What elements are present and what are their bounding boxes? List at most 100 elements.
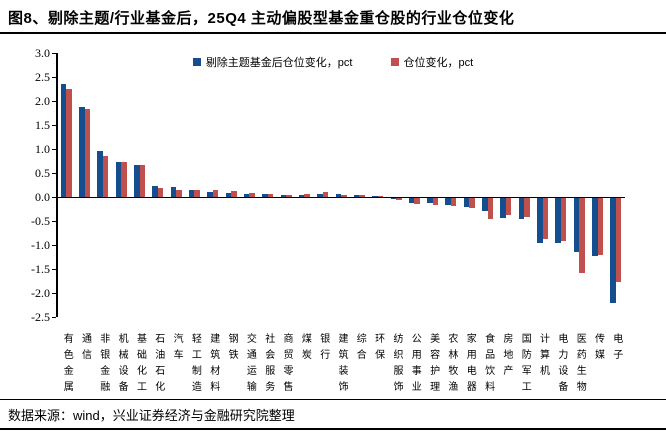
bar-blue xyxy=(79,106,85,197)
x-category-label: 综合 xyxy=(354,333,366,365)
footer-divider xyxy=(0,399,666,400)
bar-red xyxy=(615,198,622,282)
bar-red xyxy=(396,198,402,201)
y-tick-label: 0.0 xyxy=(35,190,50,204)
y-tick-mark xyxy=(52,317,56,318)
bar-red xyxy=(322,191,329,197)
bar-red xyxy=(414,198,420,205)
bar-red xyxy=(341,194,347,197)
bar-red xyxy=(505,198,512,215)
x-category-label: 房地产 xyxy=(500,333,512,381)
bar-blue xyxy=(427,198,433,204)
bar-blue xyxy=(353,194,360,197)
y-tick-label: 2.5 xyxy=(35,70,50,84)
bar-blue xyxy=(335,194,341,197)
bar-red xyxy=(524,198,530,217)
bar-blue xyxy=(262,194,268,197)
bar-red xyxy=(194,189,200,197)
x-category-label: 环保 xyxy=(372,333,384,365)
bar-red xyxy=(597,198,603,255)
x-category-label: 食品饮料 xyxy=(482,333,494,397)
bar-red xyxy=(359,195,365,197)
y-tick-mark xyxy=(52,149,56,150)
bar-red xyxy=(176,189,182,197)
y-tick-mark xyxy=(52,269,56,270)
y-tick-label: 0.5 xyxy=(35,166,50,180)
x-category-label: 医药生物 xyxy=(574,333,586,397)
bar-blue xyxy=(573,198,580,252)
y-tick-label: 2.0 xyxy=(35,94,50,108)
y-tick-label: -2.5 xyxy=(31,310,50,324)
bar-blue xyxy=(408,198,415,203)
x-category-label: 美容护理 xyxy=(427,333,439,397)
bar-blue xyxy=(152,186,158,197)
x-category-label: 机械设备 xyxy=(116,333,128,397)
bar-red xyxy=(139,164,145,197)
data-source-footer: 数据来源：wind，兴业证券经济与金融研究院整理 xyxy=(8,408,295,423)
y-tick-mark xyxy=(52,77,56,78)
y-tick-mark xyxy=(52,101,56,102)
legend-item-adjusted: 剔除主题基金后仓位变化，pct xyxy=(192,54,353,70)
bar-blue xyxy=(280,194,286,197)
x-category-label: 电子 xyxy=(610,333,622,365)
legend-swatch-blue xyxy=(192,58,201,66)
y-tick-label: -1.5 xyxy=(31,262,50,276)
y-axis-line xyxy=(56,53,58,317)
y-tick-mark xyxy=(52,197,56,198)
y-tick-label: 1.5 xyxy=(35,118,50,132)
y-tick-mark xyxy=(52,245,56,246)
x-category-label: 农林牧渔 xyxy=(445,333,457,397)
figure-title: 图8、剔除主题/行业基金后，25Q4 主动偏股型基金重仓股的行业仓位变化 xyxy=(8,10,515,27)
bar-red xyxy=(66,88,72,197)
zero-axis-line xyxy=(57,196,625,198)
bar-red xyxy=(249,193,255,197)
bar-blue xyxy=(97,150,103,197)
bar-blue xyxy=(60,83,67,197)
bar-blue xyxy=(555,198,561,244)
bar-red xyxy=(377,196,384,197)
x-category-label: 石油石化 xyxy=(152,333,164,397)
bar-blue xyxy=(298,194,305,197)
x-category-label: 汽车 xyxy=(171,333,183,365)
x-category-label: 建筑材料 xyxy=(207,333,219,397)
bar-blue xyxy=(445,198,451,206)
y-tick-mark xyxy=(52,53,56,54)
legend-label-raw: 仓位变化，pct xyxy=(403,57,474,69)
bar-blue xyxy=(372,195,378,197)
bar-blue xyxy=(537,198,543,243)
legend-label-adjusted: 剔除主题基金后仓位变化，pct xyxy=(205,57,353,69)
bar-blue xyxy=(482,198,488,211)
y-tick-mark xyxy=(52,221,56,222)
y-tick-label: 1.0 xyxy=(35,142,50,156)
x-category-label: 银行 xyxy=(317,333,329,365)
bar-blue xyxy=(188,190,195,197)
y-tick-label: -1.0 xyxy=(31,238,50,252)
y-tick-mark xyxy=(52,293,56,294)
bar-blue xyxy=(207,191,213,197)
y-tick-mark xyxy=(52,125,56,126)
bar-red xyxy=(102,155,109,197)
bar-red xyxy=(84,109,90,197)
x-category-label: 电力设备 xyxy=(555,333,567,397)
legend-item-raw: 仓位变化，pct xyxy=(390,54,474,70)
bar-red xyxy=(231,190,237,197)
bar-red xyxy=(560,198,567,242)
bar-blue xyxy=(390,198,396,200)
bar-blue xyxy=(317,194,323,197)
x-category-label: 建筑装饰 xyxy=(336,333,347,397)
x-category-label: 轻工制造 xyxy=(189,333,201,397)
bar-blue xyxy=(134,164,140,197)
bar-red xyxy=(286,194,292,197)
bar-blue xyxy=(170,186,177,197)
x-category-label: 纺织服饰 xyxy=(391,333,402,397)
bar-red xyxy=(157,187,164,197)
bar-blue xyxy=(592,198,598,257)
x-category-label: 基础化工 xyxy=(134,333,146,397)
bar-red xyxy=(579,198,585,273)
chart-legend: 剔除主题基金后仓位变化，pct 仓位变化，pct xyxy=(0,54,666,70)
legend-swatch-red xyxy=(390,58,399,66)
bottom-border xyxy=(0,428,666,430)
bar-blue xyxy=(500,198,506,218)
bar-blue xyxy=(225,192,232,197)
bar-blue xyxy=(518,198,525,220)
